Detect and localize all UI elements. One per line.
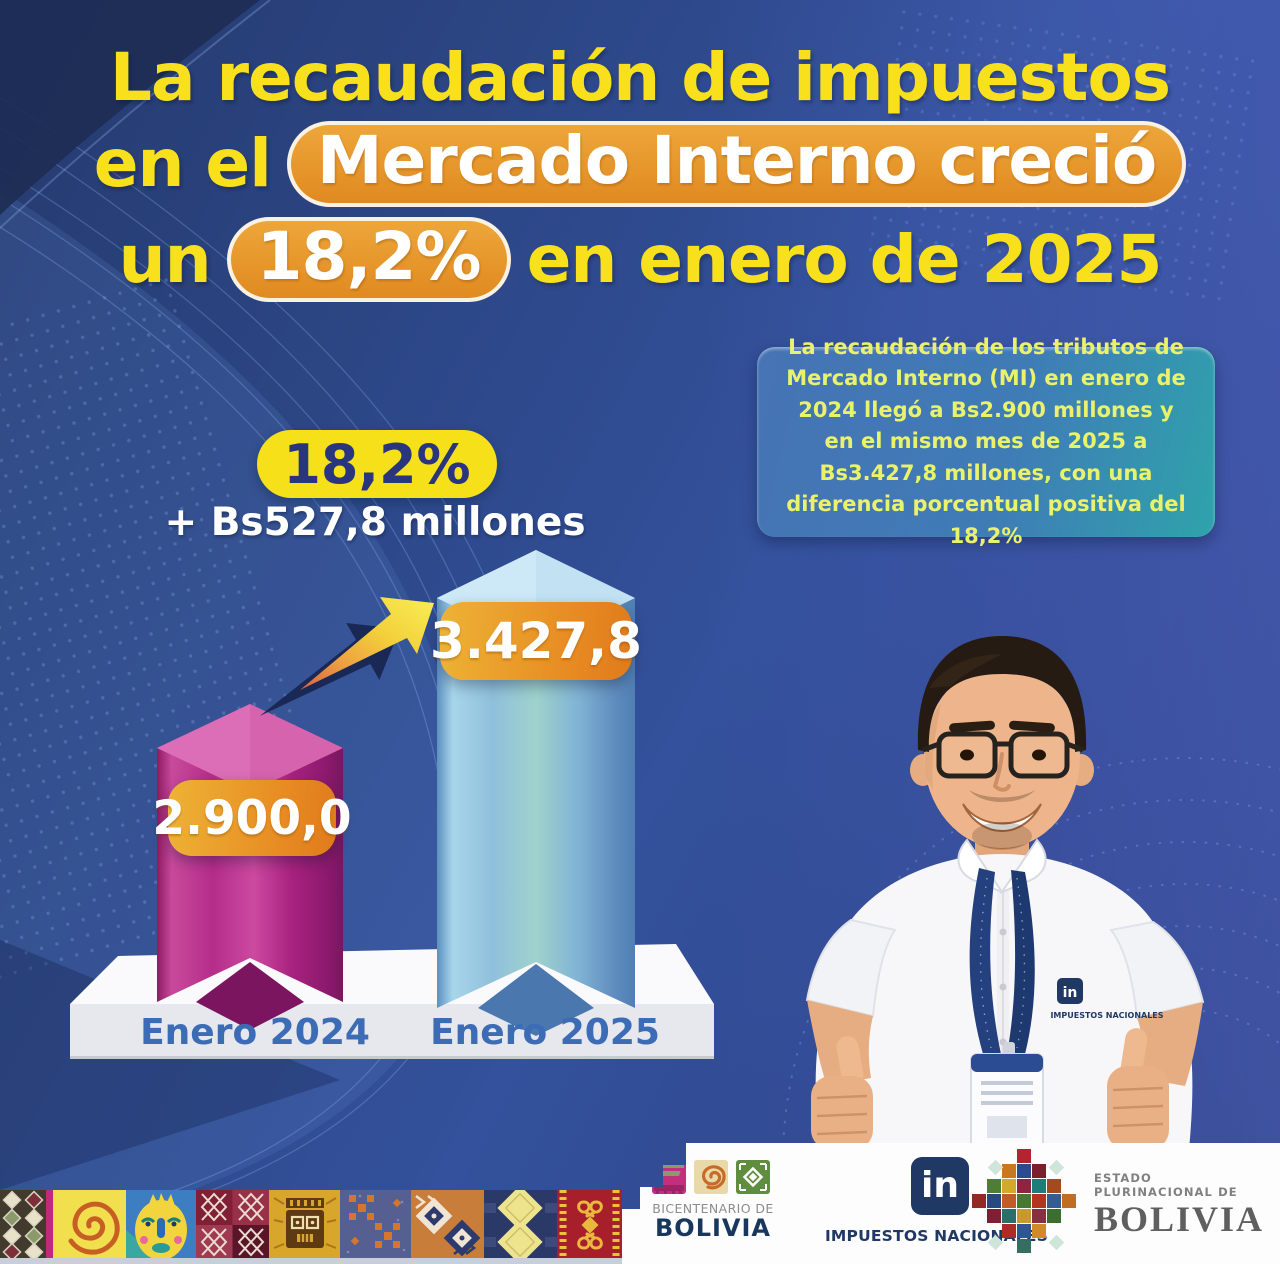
headline-text-2: en el [93, 125, 272, 203]
estado-plurinacional-logo: ESTADO PLURINACIONAL DE BOLIVIA [1094, 1171, 1274, 1240]
growth-amount-label: + Bs527,8 millones [164, 500, 586, 545]
growth-percent-pill: 18,2% [257, 430, 497, 498]
estado-line2: BOLIVIA [1094, 1199, 1265, 1239]
summary-info-box: La recaudación de los tributos de Mercad… [757, 335, 1215, 548]
category-label-2025: Enero 2025 [430, 1012, 660, 1053]
value-2025: 3.427,8 [430, 612, 642, 670]
headline-text-3: un [118, 220, 212, 298]
bar-enero-2024 [157, 704, 343, 1030]
textile-pattern-strip [0, 1190, 622, 1260]
tile-spiral [53, 1190, 126, 1260]
headline-line-3: un 18,2% en enero de 2025 [0, 216, 1280, 302]
impuestos-nacionales-icon: in [911, 1157, 969, 1215]
bicentenario-line2: BOLIVIA [655, 1214, 771, 1242]
spokesperson-photo: in IMPUESTOS NACIONALES [805, 636, 1205, 1150]
shirt-logo: in IMPUESTOS NACIONALES [1050, 978, 1164, 1020]
summary-info-text: La recaudación de los tributos de Mercad… [786, 334, 1186, 548]
headline-text-4: en enero de 2025 [526, 220, 1163, 298]
bicentenario-line1: BICENTENARIO DE [652, 1201, 774, 1216]
headline-percent-text: 18,2% [256, 217, 482, 295]
headline-line-1: La recaudación de impuestos [0, 39, 1280, 116]
tile-scroll-motif [557, 1190, 622, 1260]
tile-stepped-diamonds [411, 1190, 484, 1260]
headline-highlight-percent: 18,2% [226, 216, 511, 302]
tile-diamond-lattice [484, 1190, 557, 1260]
estado-line1: ESTADO PLURINACIONAL DE [1094, 1171, 1238, 1199]
tile-diamond-columns [0, 1190, 53, 1260]
category-label-2024: Enero 2024 [140, 1012, 370, 1053]
man-illustration: in IMPUESTOS NACIONALES [805, 636, 1205, 1150]
value-badge-2024: 2.900,0 [152, 780, 352, 856]
impuestos-mark: in [921, 1165, 959, 1206]
headline-text-1: La recaudación de impuestos [109, 39, 1171, 116]
footer-panel: BICENTENARIO DE BOLIVIA in IMPUESTOS NAC… [622, 1143, 1280, 1264]
tile-cross-motifs [340, 1190, 411, 1260]
tile-crosshatch-diamonds [196, 1190, 269, 1260]
headline-line-2: en el Mercado Interno creció [0, 121, 1280, 207]
growth-arrow-icon [259, 597, 434, 716]
strip-bottom-line [0, 1258, 630, 1264]
bicentenario-logo: BICENTENARIO DE BOLIVIA [652, 1159, 774, 1240]
headline-highlight-text: Mercado Interno creció [316, 122, 1157, 200]
chakana-icon [972, 1149, 1076, 1253]
headline-highlight-mercado-interno: Mercado Interno creció [286, 121, 1187, 207]
headline: La recaudación de impuestos en el Mercad… [0, 44, 1280, 312]
tile-mask-face [126, 1190, 196, 1260]
tile-tiwanaku-face [269, 1190, 340, 1260]
growth-percent-value: 18,2% [283, 432, 471, 496]
shirt-logo-text: IMPUESTOS NACIONALES [1050, 1011, 1163, 1020]
shirt-logo-mark: in [1063, 985, 1078, 1001]
value-badge-2025: 3.427,8 [430, 602, 642, 680]
value-2024: 2.900,0 [152, 790, 352, 846]
